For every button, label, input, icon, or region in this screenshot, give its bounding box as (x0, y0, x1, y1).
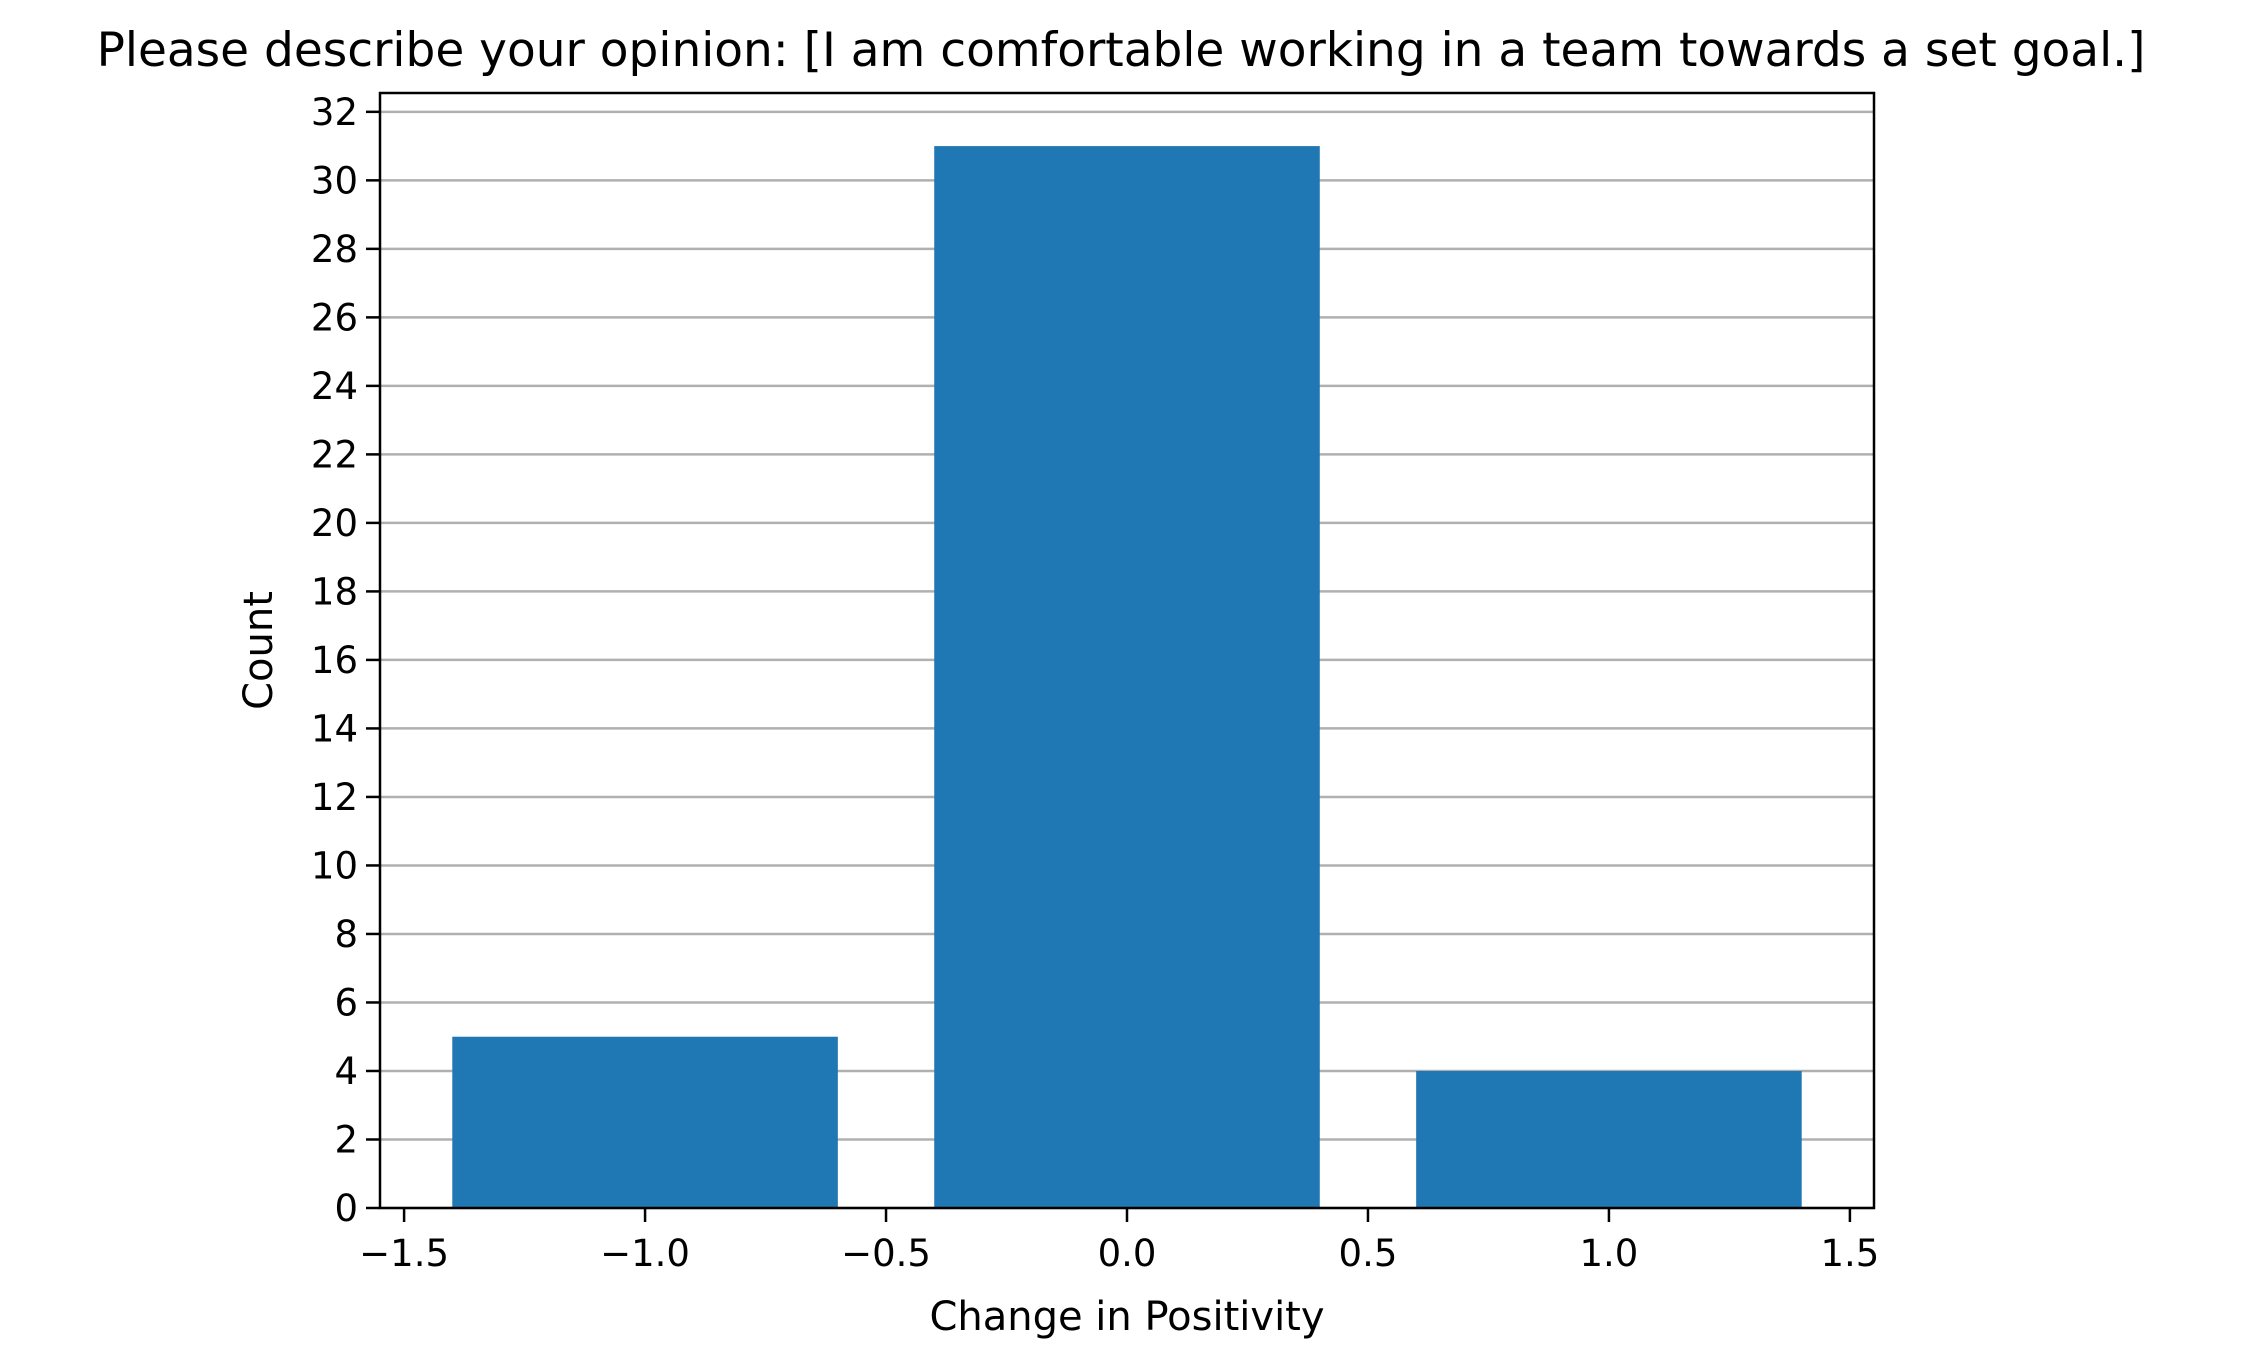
y-tick-label: 26 (311, 296, 358, 339)
y-tick-label: 6 (334, 981, 358, 1024)
y-tick-label: 10 (311, 844, 358, 887)
x-tick-label: 1.5 (1820, 1232, 1879, 1275)
y-tick-label: 30 (311, 159, 358, 202)
y-axis-label: Count (236, 591, 282, 710)
y-tick-label: 2 (334, 1118, 358, 1161)
x-tick-label: −0.5 (841, 1232, 931, 1275)
y-tick-label: 4 (334, 1050, 358, 1093)
x-tick-label: 0.0 (1098, 1232, 1157, 1275)
y-tick-label: 28 (311, 228, 358, 271)
bar (934, 146, 1320, 1209)
chart-title: Please describe your opinion: [I am comf… (97, 23, 2146, 78)
x-axis-label: Change in Positivity (929, 1294, 1324, 1340)
x-axis-ticks: −1.5 −1.0 −0.5 0.0 0.5 1.0 1.5 (359, 1208, 1879, 1275)
y-tick-label: 12 (311, 776, 358, 819)
bar (452, 1036, 838, 1208)
y-tick-label: 18 (311, 570, 358, 613)
y-tick-label: 32 (311, 91, 358, 134)
x-tick-label: 0.5 (1339, 1232, 1398, 1275)
y-tick-label: 16 (311, 639, 358, 682)
bar (1416, 1070, 1802, 1208)
y-tick-label: 8 (334, 913, 358, 956)
y-tick-label: 14 (311, 707, 358, 750)
y-tick-label: 20 (311, 502, 358, 545)
y-tick-label: 22 (311, 433, 358, 476)
y-tick-label: 0 (334, 1187, 358, 1230)
x-tick-label: 1.0 (1580, 1232, 1639, 1275)
x-tick-label: −1.0 (600, 1232, 690, 1275)
y-tick-label: 24 (311, 365, 358, 408)
x-tick-label: −1.5 (359, 1232, 449, 1275)
bars (452, 146, 1802, 1209)
